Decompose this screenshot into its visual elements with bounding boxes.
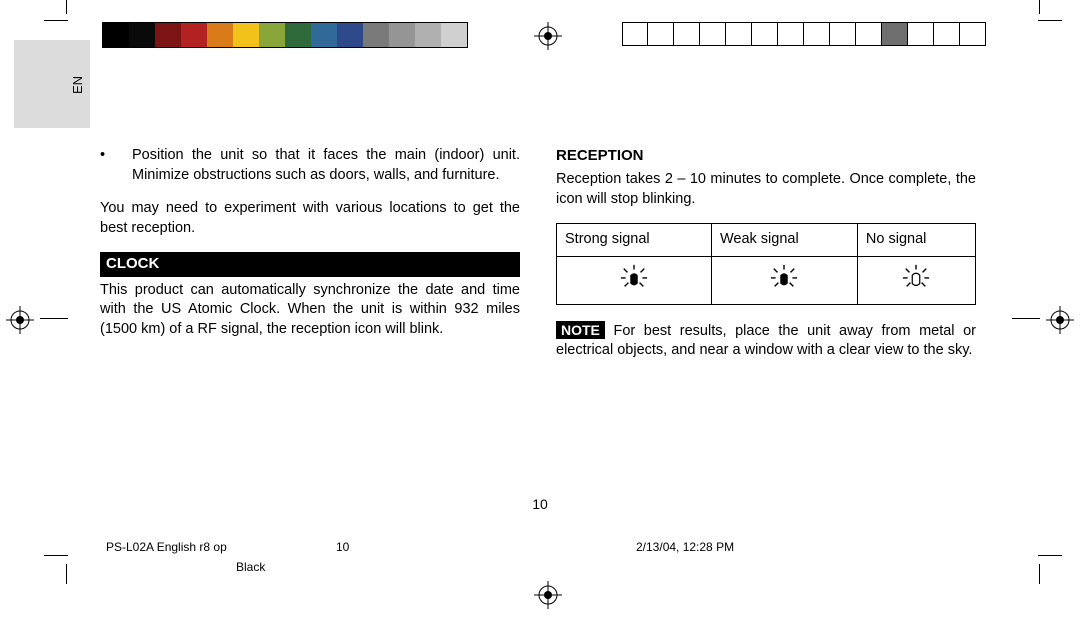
- note-text: For best results, place the unit away fr…: [556, 323, 976, 359]
- empty-swatch: [674, 22, 700, 46]
- footer: PS-L02A English r8 op 10 2/13/04, 12:28 …: [106, 540, 986, 574]
- empty-swatch: [908, 22, 934, 46]
- paragraph: This product can automatically synchroni…: [100, 281, 520, 340]
- empty-swatch: [882, 22, 908, 46]
- table-header-cell: Strong signal: [557, 224, 712, 257]
- empty-swatch: [856, 22, 882, 46]
- table-row: Strong signal Weak signal No signal: [557, 224, 976, 257]
- empty-swatch: [648, 22, 674, 46]
- table-header-cell: No signal: [857, 224, 975, 257]
- color-swatch: [129, 23, 155, 47]
- empty-swatch: [726, 22, 752, 46]
- registration-mark-bottom: [534, 581, 562, 614]
- signal-icon-strong: [557, 256, 712, 304]
- note-paragraph: NOTE For best results, place the unit aw…: [556, 321, 976, 361]
- crop-mark: [66, 564, 67, 584]
- empty-swatch: [960, 22, 986, 46]
- note-badge: NOTE: [556, 321, 605, 339]
- section-heading-reception: RECEPTION: [556, 146, 976, 166]
- table-row: [557, 256, 976, 304]
- left-column: • Position the unit so that it faces the…: [100, 146, 520, 375]
- paragraph: You may need to experiment with various …: [100, 199, 520, 238]
- language-badge: EN: [70, 76, 85, 94]
- right-column: RECEPTION Reception takes 2 – 10 minutes…: [556, 146, 976, 375]
- signal-icon-weak: [711, 256, 857, 304]
- color-swatch: [415, 23, 441, 47]
- crop-mark: [1038, 555, 1062, 556]
- content-area: • Position the unit so that it faces the…: [100, 146, 1020, 375]
- color-swatch: [207, 23, 233, 47]
- paragraph: Reception takes 2 – 10 minutes to comple…: [556, 170, 976, 209]
- empty-swatch: [752, 22, 778, 46]
- crop-mark: [44, 555, 68, 556]
- signal-table: Strong signal Weak signal No signal: [556, 223, 976, 304]
- color-swatch: [311, 23, 337, 47]
- registration-mark-right: [1046, 306, 1074, 339]
- bullet-text: Position the unit so that it faces the m…: [132, 146, 520, 185]
- bullet-dot: •: [100, 146, 132, 185]
- color-swatch: [233, 23, 259, 47]
- registration-mark-left: [6, 306, 34, 339]
- empty-swatch: [622, 22, 648, 46]
- footer-doc-name: PS-L02A English r8 op: [106, 540, 336, 554]
- crop-mark: [40, 318, 68, 319]
- color-swatch-strip: [102, 22, 468, 48]
- footer-ink: Black: [106, 560, 986, 574]
- signal-icon-none: [857, 256, 975, 304]
- empty-swatch-strip: [622, 22, 986, 46]
- color-swatch: [103, 23, 129, 47]
- footer-page-number: 10: [336, 540, 636, 554]
- empty-swatch: [700, 22, 726, 46]
- color-swatch: [337, 23, 363, 47]
- printer-marks-top: [0, 8, 1080, 64]
- empty-swatch: [934, 22, 960, 46]
- color-swatch: [441, 23, 467, 47]
- color-swatch: [259, 23, 285, 47]
- crop-mark: [1039, 564, 1040, 584]
- color-swatch: [181, 23, 207, 47]
- manual-page: EN • Position the unit so that it faces …: [0, 0, 1080, 634]
- footer-timestamp: 2/13/04, 12:28 PM: [636, 540, 986, 554]
- section-heading-clock: CLOCK: [100, 252, 520, 276]
- bullet-item: • Position the unit so that it faces the…: [100, 146, 520, 185]
- empty-swatch: [830, 22, 856, 46]
- registration-mark-top: [534, 22, 562, 55]
- table-header-cell: Weak signal: [711, 224, 857, 257]
- empty-swatch: [804, 22, 830, 46]
- page-number: 10: [0, 496, 1080, 512]
- color-swatch: [363, 23, 389, 47]
- empty-swatch: [778, 22, 804, 46]
- color-swatch: [155, 23, 181, 47]
- color-swatch: [389, 23, 415, 47]
- color-swatch: [285, 23, 311, 47]
